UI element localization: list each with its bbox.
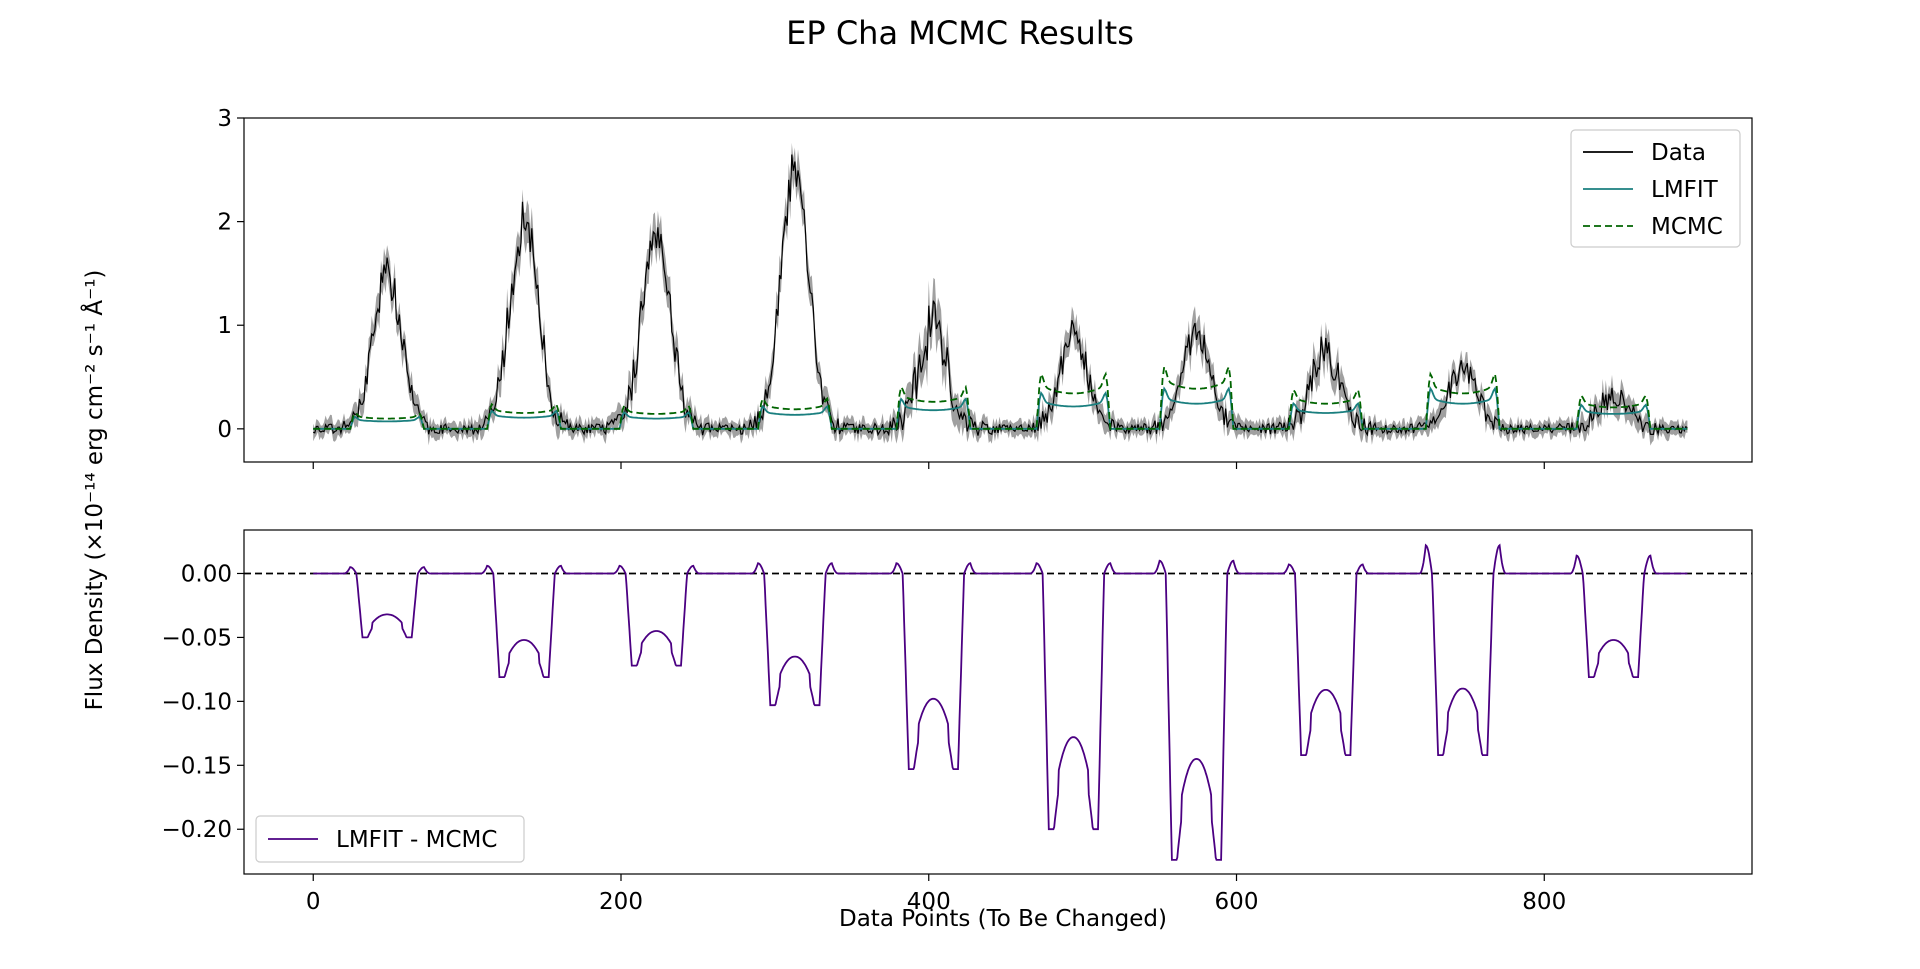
bottom-xtick-label: 800 xyxy=(1522,889,1566,915)
series-mcmc-line xyxy=(313,363,1688,430)
top-ytick-label: 1 xyxy=(217,313,232,339)
bottom-ytick-label: −0.05 xyxy=(162,625,232,651)
bottom-ytick-label: −0.10 xyxy=(162,689,232,715)
legend-label-lmfit-mcmc: LMFIT - MCMC xyxy=(336,827,497,853)
series-data-line xyxy=(313,154,1688,437)
legend-label-mcmc: MCMC xyxy=(1651,214,1723,240)
bottom-ytick-label: −0.20 xyxy=(162,817,232,843)
x-axis-label: Data Points (To Be Changed) xyxy=(839,906,1167,932)
legend-label-data: Data xyxy=(1651,140,1706,166)
bottom-ytick-label: 0.00 xyxy=(181,561,232,587)
y-axis-label: Flux Density (×10⁻¹⁴ erg cm⁻² s⁻¹ Å⁻¹) xyxy=(80,270,108,711)
bottom-xtick-label: 600 xyxy=(1215,889,1259,915)
series-lmfit-minus-mcmc-line xyxy=(313,543,1688,861)
bottom-xtick-label: 0 xyxy=(306,889,321,915)
top-ytick-label: 0 xyxy=(217,417,232,443)
top-panel: 0 1 2 3 Data LMFIT MCMC xyxy=(217,106,1753,469)
top-legend: Data LMFIT MCMC xyxy=(1570,129,1741,248)
bottom-xtick-label: 400 xyxy=(907,889,951,915)
bottom-panel: 0.00 −0.05 −0.10 −0.15 −0.20 0 200 400 600 800 LMF… xyxy=(162,529,1753,915)
top-ytick-label: 3 xyxy=(217,106,232,132)
top-frame xyxy=(243,117,1753,463)
top-ytick-label: 2 xyxy=(217,210,232,236)
data-uncertainty-band xyxy=(313,142,1688,446)
bottom-ytick-label: −0.15 xyxy=(162,753,232,779)
chart-title: EP Cha MCMC Results xyxy=(786,14,1134,52)
bottom-xtick-label: 200 xyxy=(599,889,643,915)
bottom-frame xyxy=(243,529,1753,875)
bottom-legend: LMFIT - MCMC xyxy=(255,815,525,863)
top-legend-frame xyxy=(1570,129,1741,248)
bottom-legend-frame xyxy=(255,815,525,863)
legend-label-lmfit: LMFIT xyxy=(1651,177,1719,203)
